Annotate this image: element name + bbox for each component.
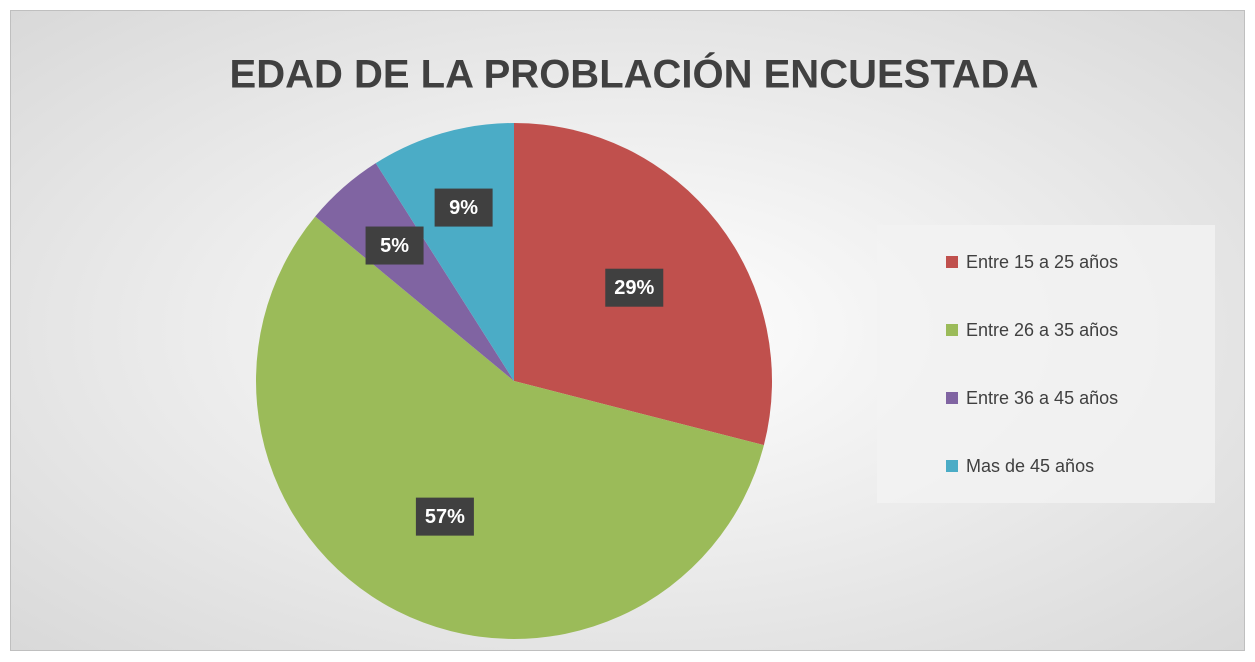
data-label: 5%	[380, 235, 409, 257]
data-label-box	[365, 226, 424, 265]
legend-label: Entre 26 a 35 años	[966, 320, 1118, 340]
data-label-box	[434, 188, 493, 227]
legend-swatch	[946, 324, 958, 336]
legend	[877, 225, 1215, 503]
legend-label: Mas de 45 años	[966, 456, 1094, 476]
data-label: 29%	[614, 277, 654, 299]
legend-label: Entre 15 a 25 años	[966, 252, 1118, 272]
data-label-box	[605, 268, 664, 307]
data-label: 57%	[425, 506, 465, 528]
legend-label: Entre 36 a 45 años	[966, 388, 1118, 408]
data-label: 9%	[449, 197, 478, 219]
data-label-box	[415, 497, 474, 536]
pie-slice	[256, 216, 764, 639]
pie-slice	[315, 163, 514, 381]
legend-swatch	[946, 256, 958, 268]
legend-swatch	[946, 392, 958, 404]
legend-swatch	[946, 460, 958, 472]
pie-slice	[375, 123, 514, 381]
chart-title: EDAD DE LA PROBLACIÓN ENCUESTADA	[230, 51, 1039, 97]
